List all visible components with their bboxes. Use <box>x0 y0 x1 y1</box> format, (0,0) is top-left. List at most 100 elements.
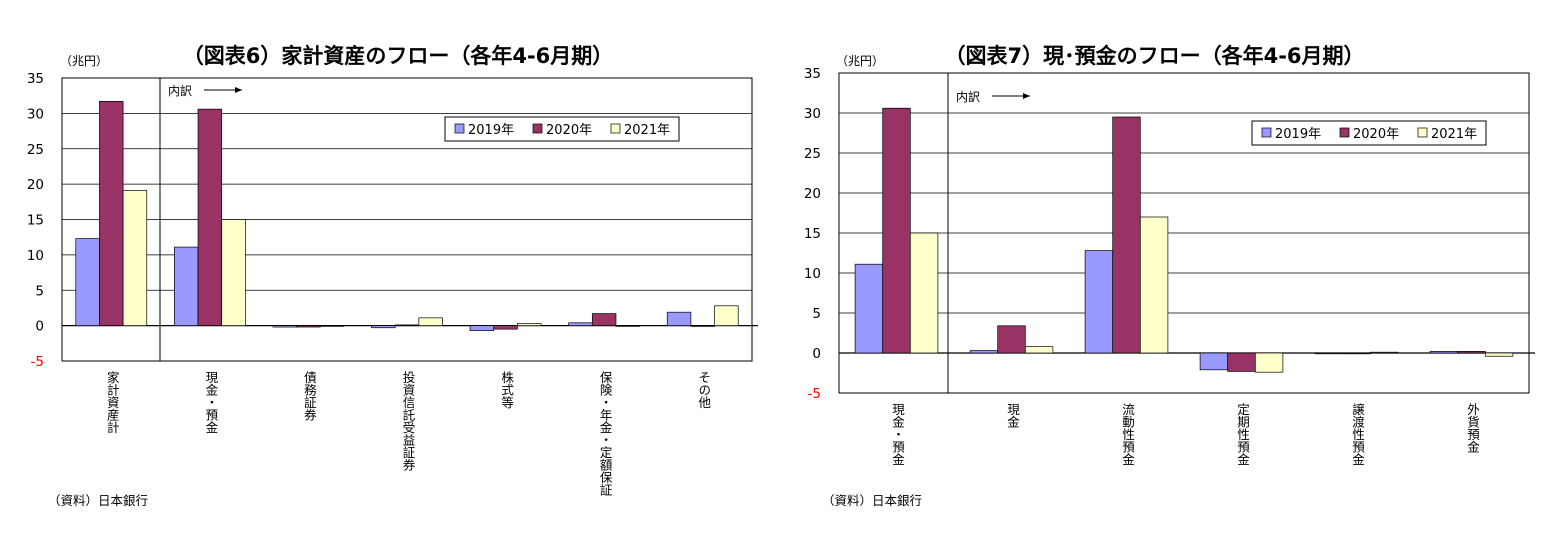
category-label: 現金・預金 <box>890 403 905 466</box>
category-label: 株式等 <box>499 370 514 409</box>
chart-title: （図表7）現･預金のフロー（各年4-6月期） <box>944 44 1365 68</box>
legend-label: 2021年 <box>624 123 670 138</box>
bar-2019年-投資信託受益証券 <box>371 325 396 329</box>
bar-2019年-現金・預金 <box>174 246 199 326</box>
legend: 2019年 2020年 2021年 <box>444 116 680 142</box>
y-tick-label: -5 <box>808 386 821 402</box>
bar-2019年-流動性預金 <box>1084 250 1114 354</box>
bar-2019年-現金 <box>969 350 999 354</box>
y-tick-label: 10 <box>804 266 821 282</box>
bar-2020年-定期性預金 <box>1227 352 1256 372</box>
y-tick-label: 25 <box>27 142 44 158</box>
y-tick-label: 30 <box>27 106 44 122</box>
y-tick-label: 25 <box>804 146 821 162</box>
bar-2020年-流動性預金 <box>1112 116 1141 354</box>
bar-2019年-債務証券 <box>272 325 297 328</box>
legend-swatch-2020年 <box>1339 127 1350 138</box>
bar-2020年-株式等 <box>493 325 518 330</box>
bar-2020年-譲渡性預金 <box>1342 352 1371 355</box>
y-tick-label: 0 <box>812 346 821 362</box>
source-label: （資料）日本銀行 <box>48 493 149 508</box>
bar-2021年-現金・預金 <box>909 232 939 354</box>
source-label: （資料）日本銀行 <box>822 493 923 508</box>
bar-2021年-譲渡性預金 <box>1369 351 1399 354</box>
chart-title: （図表6）家計資産のフロー（各年4-6月期） <box>182 44 614 68</box>
legend-label: 2021年 <box>1431 127 1477 142</box>
bar-2020年-債務証券 <box>296 325 321 328</box>
legend-label: 2019年 <box>468 123 514 138</box>
bar-2020年-家計資産計 <box>99 100 124 326</box>
legend-label: 2019年 <box>1275 127 1321 142</box>
bar-2020年-投資信託受益証券 <box>394 324 420 327</box>
bar-2021年-現金・預金 <box>221 219 246 326</box>
bar-2021年-流動性預金 <box>1139 216 1169 354</box>
chart-panel-household-assets: （図表6）家計資産のフロー（各年4-6月期） （兆円） （資料）日本銀行 35 3… <box>0 0 776 539</box>
bar-2021年-現金 <box>1024 346 1054 354</box>
bar-2019年-その他 <box>666 311 692 326</box>
y-tick-label: 35 <box>804 66 821 82</box>
legend-box <box>444 116 680 142</box>
unit-label: （兆円） <box>836 54 885 68</box>
y-tick-label: 5 <box>812 306 821 322</box>
y-tick-label: 15 <box>27 213 44 229</box>
bar-2020年-保険・年金・定額保証 <box>591 313 617 326</box>
bar-2021年-外貨預金 <box>1484 352 1514 357</box>
category-label: 流動性預金 <box>1120 403 1135 466</box>
bar-2021年-家計資産計 <box>122 190 148 326</box>
bar-2021年-債務証券 <box>319 325 345 327</box>
y-tick-label: 20 <box>804 186 821 202</box>
y-tick-label: 35 <box>27 71 44 87</box>
y-tick-label: 10 <box>27 248 44 264</box>
category-label: 債務証券 <box>302 370 317 421</box>
category-label: 譲渡性預金 <box>1350 402 1365 466</box>
category-label: 家計資産計 <box>105 370 120 434</box>
y-tick-label: 15 <box>804 226 821 242</box>
category-label: 外貨預金 <box>1465 403 1480 453</box>
legend-label: 2020年 <box>1353 127 1399 142</box>
category-label: 定期性預金 <box>1235 402 1250 466</box>
breakdown-annotation: 内訳 <box>956 89 980 104</box>
legend-swatch-2021年 <box>610 123 621 134</box>
legend-swatch-2019年 <box>454 123 465 134</box>
legend-swatch-2020年 <box>532 123 543 134</box>
bar-2019年-定期性預金 <box>1199 352 1229 371</box>
legend: 2019年 2020年 2021年 <box>1251 120 1487 146</box>
chart-panel-cash-deposits: （図表7）現･預金のフロー（各年4-6月期） （兆円） （資料）日本銀行 35 3… <box>776 0 1553 539</box>
bar-2019年-譲渡性預金 <box>1314 352 1344 355</box>
bar-2020年-その他 <box>690 325 715 327</box>
legend-swatch-2021年 <box>1417 127 1428 138</box>
category-label: 投資信託受益証券 <box>401 370 416 471</box>
category-label: その他 <box>696 371 711 409</box>
legend-label: 2020年 <box>546 123 592 138</box>
bar-2019年-現金・預金 <box>854 263 884 354</box>
bar-2020年-現金 <box>997 325 1026 354</box>
breakdown-annotation: 内訳 <box>168 83 192 98</box>
legend-swatch-2019年 <box>1261 127 1272 138</box>
bar-2021年-定期性預金 <box>1254 352 1284 373</box>
y-tick-label: 20 <box>27 177 44 193</box>
category-label: 現金 <box>1005 403 1020 428</box>
bar-2021年-投資信託受益証券 <box>418 317 443 326</box>
bar-2019年-株式等 <box>469 325 495 331</box>
bar-2021年-その他 <box>714 305 739 326</box>
bar-2020年-外貨預金 <box>1457 351 1486 354</box>
y-tick-label: 5 <box>35 283 44 299</box>
bar-2019年-家計資産計 <box>75 238 100 326</box>
bar-2021年-株式等 <box>517 323 542 326</box>
annotation-arrow-head <box>1023 93 1030 99</box>
bar-2019年-保険・年金・定額保証 <box>568 322 593 326</box>
legend-box <box>1251 120 1487 146</box>
y-tick-label: 0 <box>35 319 44 335</box>
annotation-arrow-head <box>235 87 242 93</box>
bar-2019年-外貨預金 <box>1429 351 1459 354</box>
unit-label: （兆円） <box>60 54 109 68</box>
y-tick-label: 30 <box>804 106 821 122</box>
bar-2021年-保険・年金・定額保証 <box>615 325 640 327</box>
y-tick-label: -5 <box>31 354 44 370</box>
category-label: 保険・年金・定額保証 <box>598 371 613 496</box>
bar-2020年-現金・預金 <box>882 107 911 354</box>
bar-2020年-現金・預金 <box>197 108 223 326</box>
category-label: 現金・預金 <box>203 371 218 434</box>
